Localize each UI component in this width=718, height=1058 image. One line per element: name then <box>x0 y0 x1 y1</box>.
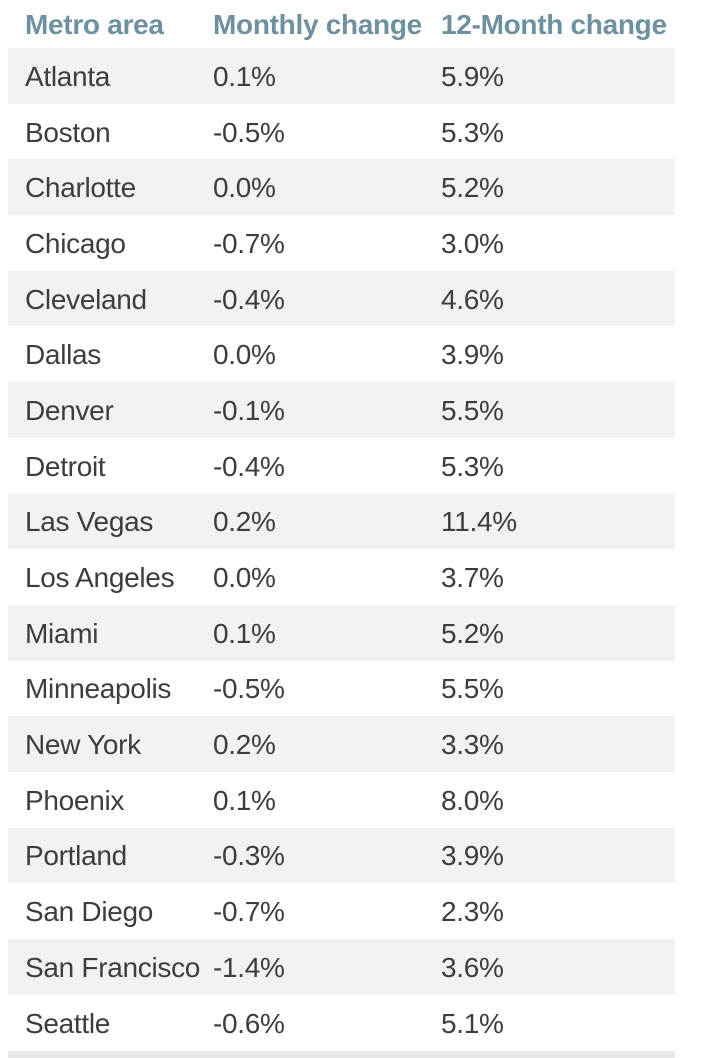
table-row: Portland -0.3% 3.9% <box>8 827 675 884</box>
table-row: Phoenix 0.1% 8.0% <box>8 772 675 828</box>
metro-area-cell: Miami <box>25 617 99 649</box>
twelve-month-change-cell: 3.6% <box>441 951 504 983</box>
column-header-12-month-change: 12-Month change <box>441 9 667 40</box>
metro-area-cell: Portland <box>25 840 127 872</box>
monthly-change-cell: -0.4% <box>213 283 285 315</box>
monthly-change-cell: 0.1% <box>213 60 276 92</box>
twelve-month-change-cell: 5.3% <box>441 450 504 482</box>
table-row: Charlotte 0.0% 5.2% <box>8 159 675 216</box>
twelve-month-change-cell: 5.5% <box>441 394 504 426</box>
metro-area-cell: Phoenix <box>25 784 125 816</box>
metro-area-cell: New York <box>25 729 141 761</box>
metro-area-cell: Seattle <box>25 1007 111 1039</box>
table-row: Denver -0.1% 5.5% <box>8 382 675 438</box>
table-row: New York 0.2% 3.3% <box>8 716 675 772</box>
twelve-month-change-cell: 3.0% <box>441 227 504 259</box>
monthly-change-cell: 0.2% <box>213 506 276 538</box>
metro-area-cell: Los Angeles <box>25 562 175 594</box>
twelve-month-change-cell: 5.2% <box>441 172 504 204</box>
monthly-change-cell: -0.1% <box>213 394 285 426</box>
twelve-month-change-cell: 5.9% <box>441 60 504 92</box>
monthly-change-cell: 0.0% <box>213 562 276 594</box>
table-row: Cleveland -0.4% 4.6% <box>8 270 675 327</box>
column-header-metro-area: Metro area <box>25 9 164 40</box>
monthly-change-cell: 0.0% <box>213 339 276 371</box>
twelve-month-change-cell: 2.3% <box>441 896 504 928</box>
table-row: San Diego -0.7% 2.3% <box>8 883 675 939</box>
metro-area-cell: Atlanta <box>25 60 111 92</box>
table-row: Detroit -0.4% 5.3% <box>8 438 675 494</box>
twelve-month-change-cell: 3.9% <box>441 339 504 371</box>
metro-area-cell: Boston <box>25 116 111 148</box>
metro-area-cell: Dallas <box>25 339 102 371</box>
twelve-month-change-cell: 5.1% <box>441 1007 504 1039</box>
monthly-change-cell: 0.1% <box>213 617 276 649</box>
monthly-change-cell: -0.7% <box>213 227 285 259</box>
twelve-month-change-cell: 3.9% <box>441 840 504 872</box>
twelve-month-change-cell: 3.3% <box>441 729 504 761</box>
twelve-month-change-cell: 11.4% <box>441 506 517 538</box>
table-row: Atlanta 0.1% 5.9% <box>8 48 675 104</box>
metro-area-cell: Charlotte <box>25 172 136 204</box>
monthly-change-cell: 0.0% <box>213 172 276 204</box>
table-body: Atlanta 0.1% 5.9% Boston -0.5% 5.3% Char… <box>0 48 718 1050</box>
metro-area-cell: Denver <box>25 394 114 426</box>
metro-area-cell: San Francisco <box>25 951 201 983</box>
table-row: Las Vegas 0.2% 11.4% <box>8 493 675 550</box>
monthly-change-cell: -0.7% <box>213 896 285 928</box>
monthly-change-cell: -0.3% <box>213 840 285 872</box>
monthly-change-cell: -0.4% <box>213 450 285 482</box>
table-row: Seattle -0.6% 5.1% <box>8 995 675 1051</box>
table-row: Los Angeles 0.0% 3.7% <box>8 549 675 605</box>
table-row: Minneapolis -0.5% 5.5% <box>8 661 675 717</box>
monthly-change-cell: -0.6% <box>213 1007 285 1039</box>
twelve-month-change-cell: 3.7% <box>441 562 504 594</box>
twelve-month-change-cell: 4.6% <box>441 283 504 315</box>
table-row: Chicago -0.7% 3.0% <box>8 215 675 271</box>
monthly-change-cell: -0.5% <box>213 116 285 148</box>
table-row: Boston -0.5% 5.3% <box>8 104 675 160</box>
twelve-month-change-cell: 5.2% <box>441 617 504 649</box>
monthly-change-cell: -1.4% <box>213 951 285 983</box>
metro-area-cell: Detroit <box>25 450 106 482</box>
monthly-change-cell: 0.1% <box>213 784 276 816</box>
metro-area-cell: Minneapolis <box>25 673 172 705</box>
table-row: Miami 0.1% 5.2% <box>8 604 675 661</box>
metro-area-cell: San Diego <box>25 896 154 928</box>
metro-area-cell: Cleveland <box>25 283 147 315</box>
monthly-change-cell: 0.2% <box>213 729 276 761</box>
table-header-row: Metro area Monthly change 12-Month chang… <box>8 0 675 48</box>
twelve-month-change-cell: 5.3% <box>441 116 504 148</box>
metro-area-cell: Las Vegas <box>25 506 154 538</box>
twelve-month-change-cell: 5.5% <box>441 673 504 705</box>
column-header-monthly-change: Monthly change <box>213 9 422 40</box>
twelve-month-change-cell: 8.0% <box>441 784 504 816</box>
table-row: San Francisco -1.4% 3.6% <box>8 939 675 995</box>
monthly-change-cell: -0.5% <box>213 673 285 705</box>
metro-area-cell: Chicago <box>25 227 126 259</box>
table-row: Dallas 0.0% 3.9% <box>8 326 675 382</box>
next-row-edge <box>8 1051 675 1058</box>
